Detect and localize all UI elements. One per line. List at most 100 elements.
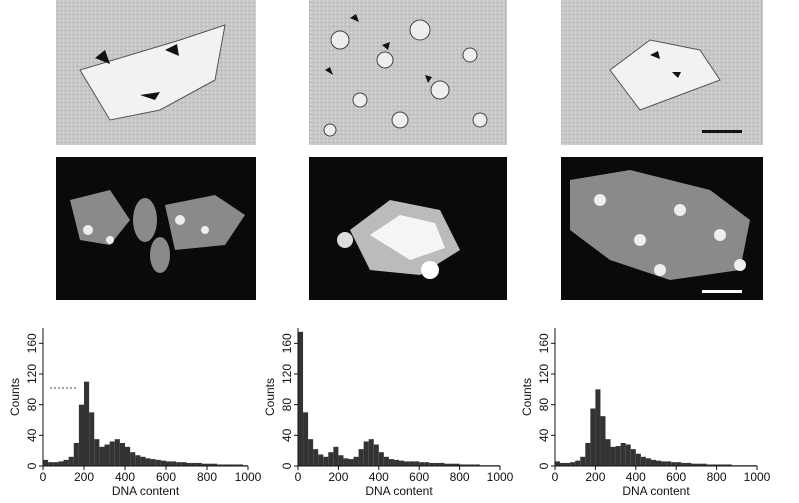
x-tick-label: 600 [666,470,686,484]
bar [555,461,561,466]
bar [474,464,480,466]
x-tick-label: 600 [156,470,176,484]
x-tick-label: 0 [295,470,302,484]
bar [630,449,636,466]
x-tick-label: 1000 [744,470,771,484]
bar [640,456,646,466]
bar [373,444,379,466]
bar [318,454,324,466]
bar [94,439,100,466]
x-tick-label: 200 [328,470,348,484]
bar [99,446,105,466]
bar [726,464,732,466]
bar [298,331,304,466]
bar [650,459,656,466]
bar [701,463,707,466]
y-tick-label: 80 [537,398,551,412]
bar [625,444,631,466]
bar [125,446,131,466]
bar [620,443,626,466]
y-axis-label: Counts [520,378,534,416]
bar [353,456,359,466]
bar [368,439,374,466]
x-tick-label: 0 [552,470,559,484]
bar [313,449,319,466]
bar [404,461,410,466]
bar [227,464,233,466]
bar [114,439,120,466]
bar [48,462,54,466]
bar [363,441,369,466]
x-tick-label: 800 [707,470,727,484]
bar [166,461,172,466]
y-tick-label: 120 [25,364,39,384]
x-tick-label: 400 [369,470,389,484]
bar [43,459,49,466]
bar [681,462,687,466]
bar [308,439,314,466]
bar [645,458,651,466]
bar [53,462,59,466]
y-axis-label: Counts [263,378,277,416]
axis-frame [297,328,500,467]
bar [130,452,136,466]
bar [73,443,79,466]
micrographs-fluorescence [56,157,763,300]
bar [196,462,202,466]
bar [383,456,389,466]
bar [140,456,146,466]
bar [58,461,64,466]
x-axis-label: DNA content [365,484,433,498]
y-tick-label: 40 [25,428,39,442]
bar [78,404,84,466]
x-axis-label: DNA content [622,484,690,498]
bar [575,460,581,466]
bar [328,452,334,466]
bar [63,459,69,466]
bar [348,459,354,466]
bar [414,461,420,466]
bar [222,464,228,466]
y-tick-label: 160 [537,333,551,353]
bar [615,446,621,466]
bar [666,461,672,466]
bar [721,464,727,466]
bar [338,455,344,466]
bar [590,408,596,466]
bar [104,444,110,466]
bar [676,462,682,466]
bar [388,459,394,466]
micrographs-phase [56,0,763,145]
bar [135,455,141,466]
bar [409,461,415,466]
x-axis-label: DNA content [112,484,180,498]
bar [171,461,177,466]
bar [716,464,722,466]
bar [706,464,712,466]
bar [565,462,571,466]
bar [464,464,470,466]
bar [570,462,576,466]
y-tick-label: 40 [537,428,551,442]
bar [217,464,223,466]
x-tick-label: 200 [585,470,605,484]
bar [605,439,611,466]
bar [176,462,182,466]
y-tick-label: 0 [280,462,294,469]
bar [469,464,475,466]
bar [119,443,125,466]
bar [212,463,218,466]
bar [181,462,187,466]
bar [89,412,95,466]
bar [454,463,460,466]
bar [434,462,440,466]
bar [595,389,601,466]
bar [424,462,430,466]
bar [323,456,329,466]
bar [155,459,161,466]
y-tick-label: 120 [280,364,294,384]
bar [580,456,586,466]
bar [459,464,465,466]
bar [560,462,566,466]
